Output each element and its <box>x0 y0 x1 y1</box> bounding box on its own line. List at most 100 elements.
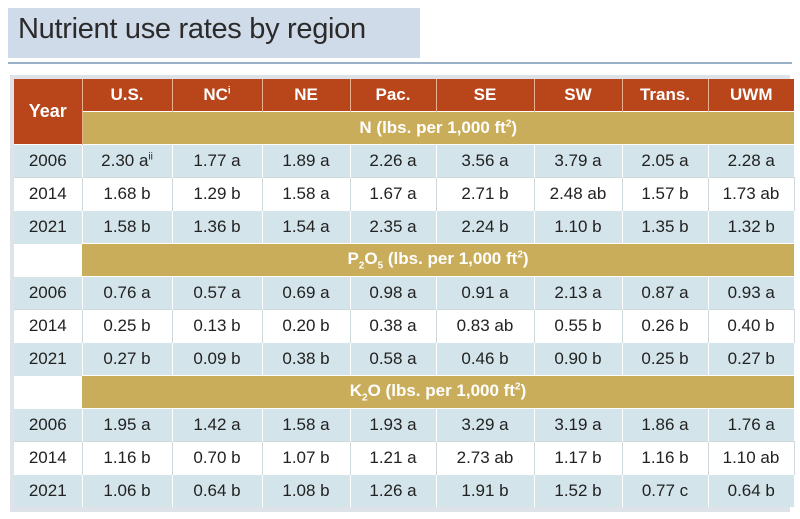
value-cell: 0.20 b <box>262 309 351 343</box>
value-cell: 0.13 b <box>172 309 263 343</box>
value-cell: 0.98 a <box>350 276 437 310</box>
blank-cell <box>14 243 82 277</box>
value-cell: 0.87 a <box>622 276 709 310</box>
col-header-us: U.S. <box>82 79 173 112</box>
table-row: 2006 1.95 a 1.42 a 1.58 a 1.93 a 3.29 a 3.19 a… <box>14 408 794 442</box>
value-cell: 1.21 a <box>350 441 437 475</box>
title-box <box>8 8 420 58</box>
value-cell: 0.55 b <box>534 309 623 343</box>
value-cell: 1.17 b <box>534 441 623 475</box>
section-heading-p2o5: P2O5 (lbs. per 1,000 ft2) <box>82 243 794 277</box>
value-cell: 3.56 a <box>436 144 535 178</box>
col-header-se: SE <box>436 79 535 112</box>
col-header-nc: NCi <box>172 79 263 112</box>
value-cell: 0.46 b <box>436 342 535 376</box>
page-title: Nutrient use rates by region <box>18 13 366 45</box>
value-cell: 1.52 b <box>534 474 623 507</box>
value-cell: 1.42 a <box>172 408 263 442</box>
year-cell: 2006 <box>14 144 83 178</box>
value-cell: 2.71 b <box>436 177 535 211</box>
value-cell: 0.09 b <box>172 342 263 376</box>
value-cell: 0.90 b <box>534 342 623 376</box>
value-cell: 2.13 a <box>534 276 623 310</box>
value-cell: 1.58 a <box>262 177 351 211</box>
year-cell: 2006 <box>14 408 83 442</box>
value-cell: 1.16 b <box>82 441 173 475</box>
value-cell: 1.07 b <box>262 441 351 475</box>
col-header-trans: Trans. <box>622 79 709 112</box>
value-cell: 0.64 b <box>708 474 794 507</box>
value-cell: 1.54 a <box>262 210 351 244</box>
value-cell: 0.77 c <box>622 474 709 507</box>
value-cell: 0.57 a <box>172 276 263 310</box>
value-cell: 1.89 a <box>262 144 351 178</box>
value-cell: 1.73 ab <box>708 177 795 211</box>
value-cell: 3.79 a <box>534 144 623 178</box>
section-heading-k2o: K2O (lbs. per 1,000 ft2) <box>82 375 794 409</box>
col-header-pac: Pac. <box>350 79 437 112</box>
value-cell: 1.95 a <box>82 408 173 442</box>
value-cell: 1.29 b <box>172 177 263 211</box>
year-cell: 2014 <box>14 309 83 343</box>
blank-cell <box>14 375 82 409</box>
value-cell: 2.24 b <box>436 210 535 244</box>
value-cell: 0.38 b <box>262 342 351 376</box>
year-header: Year <box>14 79 83 145</box>
value-cell: 3.19 a <box>534 408 623 442</box>
section-row-p2o5: P2O5 (lbs. per 1,000 ft2) <box>14 243 794 277</box>
table-row: 2006 2.30 aii 1.77 a 1.89 a 2.26 a 3.56 a 3.79… <box>14 144 794 178</box>
col-header-sw: SW <box>534 79 623 112</box>
value-cell: 1.77 a <box>172 144 263 178</box>
section-n-body: 2006 2.30 aii 1.77 a 1.89 a 2.26 a 3.56 a 3.79… <box>14 144 795 244</box>
value-cell: 0.25 b <box>622 342 709 376</box>
value-cell: 1.32 b <box>708 210 794 244</box>
value-cell: 0.83 ab <box>436 309 535 343</box>
col-header-uwm: UWM <box>708 79 794 112</box>
value-cell: 0.69 a <box>262 276 351 310</box>
table-row: 2021 0.27 b 0.09 b 0.38 b 0.58 a 0.46 b 0.90 b… <box>14 342 794 376</box>
value-cell: 0.93 a <box>708 276 794 310</box>
value-cell: 0.26 b <box>622 309 709 343</box>
table-row: 2014 1.68 b 1.29 b 1.58 a 1.67 a 2.71 b 2.48 a… <box>14 177 795 211</box>
section-row-n: N (lbs. per 1,000 ft2) <box>14 111 794 145</box>
year-cell: 2021 <box>14 342 83 376</box>
value-cell: 0.70 b <box>172 441 263 475</box>
value-cell: 1.58 a <box>262 408 351 442</box>
header-row: Year U.S. NCi NE Pac. SE SW Trans. UWM <box>14 79 794 145</box>
value-cell: 2.30 aii <box>82 144 173 178</box>
value-cell: 0.40 b <box>708 309 795 343</box>
value-cell: 3.29 a <box>436 408 535 442</box>
nutrient-table: Year U.S. NCi NE Pac. SE SW Trans. UWM N… <box>14 79 795 507</box>
value-cell: 2.35 a <box>350 210 437 244</box>
value-cell: 1.35 b <box>622 210 709 244</box>
value-cell: 1.16 b <box>622 441 709 475</box>
value-cell: 1.91 b <box>436 474 535 507</box>
table-row: 2014 0.25 b 0.13 b 0.20 b 0.38 a 0.83 ab 0.55 … <box>14 309 795 343</box>
table-row: 2006 0.76 a 0.57 a 0.69 a 0.98 a 0.91 a 2.13 a… <box>14 276 794 310</box>
value-cell: 1.93 a <box>350 408 437 442</box>
section-p2o5-body: 2006 0.76 a 0.57 a 0.69 a 0.98 a 0.91 a 2.13 a… <box>14 276 795 376</box>
value-cell: 1.57 b <box>622 177 709 211</box>
year-cell: 2014 <box>14 177 83 211</box>
value-cell: 0.64 b <box>172 474 263 507</box>
value-cell: 2.26 a <box>350 144 437 178</box>
value-cell: 1.10 ab <box>708 441 795 475</box>
year-cell: 2021 <box>14 210 83 244</box>
value-cell: 1.08 b <box>262 474 351 507</box>
value-cell: 1.67 a <box>350 177 437 211</box>
col-header-ne: NE <box>262 79 351 112</box>
section-heading-n: N (lbs. per 1,000 ft2) <box>82 111 794 145</box>
value-cell: 0.27 b <box>82 342 173 376</box>
value-cell: 1.68 b <box>82 177 173 211</box>
table-row: 2021 1.58 b 1.36 b 1.54 a 2.35 a 2.24 b 1.10 b… <box>14 210 794 244</box>
section-k2o-body: 2006 1.95 a 1.42 a 1.58 a 1.93 a 3.29 a 3.19 a… <box>14 408 795 507</box>
value-cell: 1.86 a <box>622 408 709 442</box>
title-rule <box>8 62 792 64</box>
table-row: 2014 1.16 b 0.70 b 1.07 b 1.21 a 2.73 ab 1.17 … <box>14 441 795 475</box>
value-cell: 1.06 b <box>82 474 173 507</box>
value-cell: 1.36 b <box>172 210 263 244</box>
value-cell: 0.58 a <box>350 342 437 376</box>
value-cell: 1.26 a <box>350 474 437 507</box>
value-cell: 2.73 ab <box>436 441 535 475</box>
value-cell: 1.10 b <box>534 210 623 244</box>
